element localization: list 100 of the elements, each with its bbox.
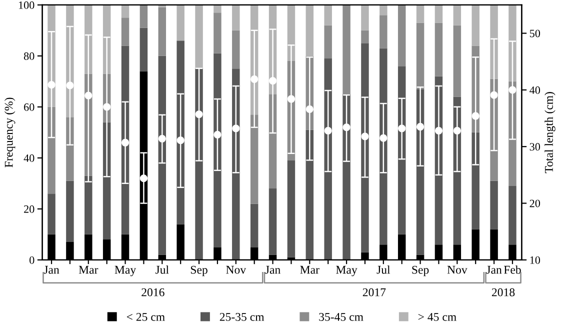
- y2-tick-label: 30: [530, 143, 540, 151]
- bar: [268, 94, 277, 189]
- bar: [287, 160, 296, 258]
- bar: [324, 58, 332, 260]
- bar: [66, 117, 74, 181]
- bar: [361, 43, 369, 252]
- bar: [232, 68, 240, 260]
- bar: [66, 180, 74, 242]
- bar: [490, 180, 498, 230]
- bar: [84, 4, 92, 74]
- bar: [176, 4, 184, 41]
- x-tick-label: Nov: [226, 266, 246, 274]
- text: 2017: [362, 288, 386, 296]
- bar: [214, 53, 222, 248]
- point: [195, 110, 203, 118]
- legend-label: < 25 cm: [126, 312, 165, 321]
- bar: [361, 4, 369, 30]
- bar: [214, 12, 222, 54]
- point: [472, 112, 480, 120]
- point: [84, 92, 92, 100]
- y-tick-label: 80: [24, 52, 34, 60]
- bar: [176, 40, 184, 224]
- bar: [158, 56, 166, 255]
- bar: [398, 66, 406, 234]
- bar: [140, 4, 148, 28]
- point: [361, 132, 369, 140]
- y-tick-label: 20: [24, 205, 34, 213]
- point: [103, 103, 111, 111]
- legend-label: > 45 cm: [418, 313, 456, 321]
- point: [158, 134, 166, 142]
- bar: [121, 18, 130, 46]
- bar: [434, 4, 443, 23]
- bar: [453, 4, 462, 26]
- bar: [48, 106, 56, 194]
- x-tick-label: Jan: [486, 266, 502, 274]
- bar: [214, 4, 222, 13]
- bar: [324, 25, 332, 58]
- point: [306, 105, 314, 114]
- bar: [490, 4, 498, 79]
- point: [324, 126, 332, 135]
- y-axis-title: Frequency (%): [4, 98, 16, 168]
- bar: [472, 4, 480, 46]
- point: [176, 136, 184, 144]
- bar: [342, 94, 350, 260]
- x-tick-label: Feb: [504, 265, 521, 274]
- bar: [140, 28, 148, 72]
- point: [250, 75, 258, 83]
- bar: [380, 15, 388, 48]
- point: [121, 138, 130, 146]
- y-tick-label: 40: [24, 154, 34, 162]
- bar: [48, 194, 56, 234]
- x-tick-label: Sep: [412, 266, 429, 276]
- bar: [306, 4, 314, 56]
- point: [214, 130, 222, 139]
- bar: [453, 25, 462, 97]
- bar: [398, 4, 406, 66]
- y-tick-label: 60: [24, 103, 34, 111]
- point: [66, 82, 74, 90]
- bar: [158, 7, 166, 56]
- bar: [324, 4, 332, 26]
- legend-label: 35-45 cm: [319, 312, 364, 321]
- point: [268, 77, 277, 85]
- point: [508, 86, 516, 94]
- bar: [434, 22, 443, 76]
- point: [232, 124, 240, 132]
- x-tick-label: Jul: [376, 265, 390, 274]
- bar: [380, 4, 388, 16]
- x-tick-label: May: [114, 266, 136, 276]
- bar: [287, 4, 296, 62]
- bar: [232, 30, 240, 69]
- x-tick-label: Mar: [300, 266, 320, 274]
- y2-axis-title: Total length (cm): [544, 92, 556, 174]
- point: [434, 126, 443, 135]
- bar: [416, 4, 424, 23]
- y2-tick-label: 20: [530, 200, 540, 208]
- text: 2016: [142, 288, 164, 296]
- point: [287, 95, 296, 103]
- bar: [195, 68, 203, 260]
- bar: [250, 204, 258, 248]
- x-tick-label: Nov: [447, 266, 468, 274]
- bar: [268, 188, 277, 255]
- point: [416, 122, 424, 131]
- bar: [416, 22, 424, 90]
- bar: [84, 176, 92, 234]
- x-tick-label: May: [336, 266, 358, 276]
- legend-label: 25-35 cm: [220, 312, 264, 321]
- y2-tick-label: 50: [530, 30, 540, 38]
- point: [48, 81, 56, 89]
- bar: [121, 4, 130, 18]
- bar: [361, 30, 369, 44]
- bar: [472, 132, 480, 230]
- point: [398, 124, 406, 132]
- point: [380, 134, 388, 142]
- bar: [195, 4, 203, 69]
- text: 2018: [492, 288, 515, 296]
- bar: [342, 4, 350, 94]
- point: [342, 124, 350, 132]
- x-tick-label: Sep: [190, 266, 208, 276]
- y2-tick-label: 10: [530, 256, 540, 264]
- x-tick-label: Jan: [265, 266, 280, 274]
